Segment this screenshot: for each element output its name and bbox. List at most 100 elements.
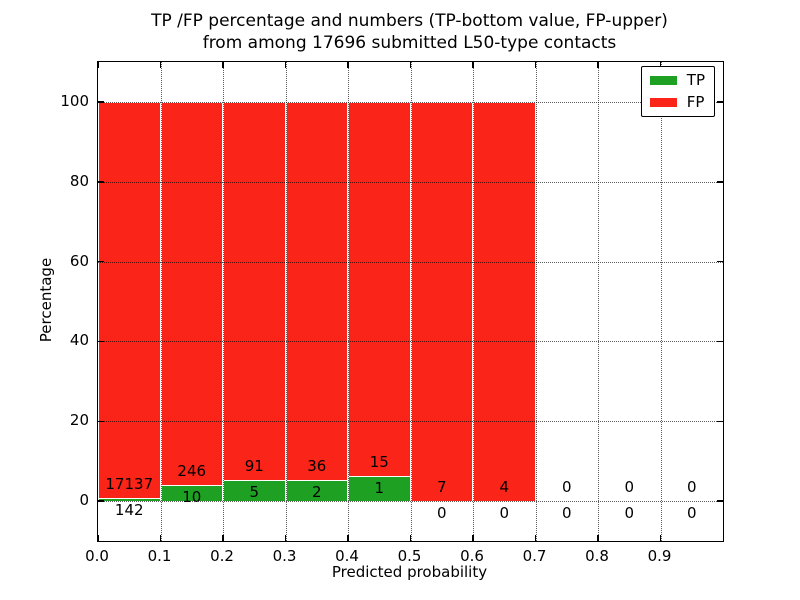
tick-mark xyxy=(222,535,224,541)
legend-label-tp: TP xyxy=(686,71,705,89)
gridline xyxy=(98,501,723,503)
chart-title-line1: TP /FP percentage and numbers (TP-bottom… xyxy=(151,11,668,31)
tick-mark xyxy=(659,535,662,541)
x-tick-label: 0.8 xyxy=(585,547,609,565)
gridline xyxy=(98,421,723,423)
tick-mark xyxy=(98,260,104,263)
gridline xyxy=(160,62,162,541)
gridline xyxy=(598,62,599,541)
tick-mark xyxy=(347,62,349,68)
tick-mark xyxy=(222,62,224,68)
tick-mark xyxy=(717,500,723,502)
plot-area: TP FP 17137 142 246 10 91 5 36 2 15 1 7 0 4 0 0 0 0 0 0 0 xyxy=(97,61,724,542)
bar-segment-tp xyxy=(348,476,411,502)
fp-count-label: 17137 xyxy=(105,474,154,493)
x-tick-label: 0.6 xyxy=(460,547,484,565)
tick-mark xyxy=(98,500,104,502)
tp-count-label: 2 xyxy=(311,483,322,502)
tp-count-label: 10 xyxy=(182,488,202,507)
fp-count-label: 0 xyxy=(561,478,572,497)
tick-mark xyxy=(717,420,723,422)
tick-mark xyxy=(284,62,287,68)
x-tick-label: 0.0 xyxy=(85,547,109,565)
y-tick-label: 40 xyxy=(69,331,89,350)
tp-count-label: 5 xyxy=(249,483,260,502)
gridline xyxy=(98,181,723,183)
legend-item-tp: TP xyxy=(649,71,705,89)
tick-mark xyxy=(717,181,723,183)
y-tick-label: 60 xyxy=(69,251,89,270)
fp-count-label: 0 xyxy=(624,478,635,497)
tick-mark xyxy=(534,535,537,541)
bar-segment-tp xyxy=(98,497,161,502)
x-tick-label: 0.3 xyxy=(272,547,297,565)
x-axis-label: Predicted probability xyxy=(331,563,488,581)
tick-mark xyxy=(597,535,599,541)
tick-mark xyxy=(717,101,723,103)
legend-label-fp: FP xyxy=(686,93,705,111)
tick-mark xyxy=(717,260,723,263)
gridline xyxy=(660,62,662,541)
x-tick-label: 0.2 xyxy=(210,547,234,565)
bar-segment-fp xyxy=(98,101,161,498)
tick-mark xyxy=(347,535,349,541)
tick-mark xyxy=(409,535,412,541)
tp-count-label: 0 xyxy=(436,504,447,523)
bar-segment-fp xyxy=(473,101,536,502)
tp-count-label: 0 xyxy=(561,504,572,523)
tick-mark xyxy=(98,181,104,183)
chart-title: TP /FP percentage and numbers (TP-bottom… xyxy=(97,10,722,54)
fp-count-label: 246 xyxy=(177,462,207,481)
bar-segment-fp xyxy=(348,101,411,477)
tick-mark xyxy=(717,340,723,343)
tick-mark xyxy=(284,535,287,541)
fp-count-label: 0 xyxy=(686,478,697,497)
tick-mark xyxy=(159,62,162,68)
tp-count-label: 0 xyxy=(624,504,635,523)
legend: TP FP xyxy=(640,66,715,117)
bar-segment-fp xyxy=(160,101,223,486)
gridline xyxy=(348,62,349,541)
fp-count-label: 36 xyxy=(307,457,327,476)
tick-mark xyxy=(659,62,662,68)
tick-mark xyxy=(534,62,537,68)
bar-segment-fp xyxy=(285,101,348,481)
tp-count-label: 0 xyxy=(686,504,697,523)
gridline xyxy=(473,62,474,541)
y-tick-label: 20 xyxy=(69,411,89,430)
legend-item-fp: FP xyxy=(649,93,705,111)
x-tick-label: 0.5 xyxy=(397,547,422,565)
tick-mark xyxy=(97,62,99,68)
tick-mark xyxy=(472,62,474,68)
gridline xyxy=(98,341,723,343)
chart-title-line2: from among 17696 submitted L50-type cont… xyxy=(202,33,617,53)
x-tick-label: 0.7 xyxy=(522,547,547,565)
tick-mark xyxy=(98,420,104,422)
tick-mark xyxy=(97,535,99,541)
y-tick-label: 0 xyxy=(79,491,89,510)
tick-mark xyxy=(98,101,104,103)
bar-segment-fp xyxy=(223,101,286,481)
tp-count-label: 142 xyxy=(114,500,144,519)
y-axis-label: Percentage xyxy=(37,257,55,343)
tp-count-label: 0 xyxy=(499,504,510,523)
fp-swatch-icon xyxy=(649,98,677,107)
fp-count-label: 91 xyxy=(244,457,264,476)
tick-mark xyxy=(409,62,412,68)
tick-mark xyxy=(472,535,474,541)
tick-mark xyxy=(98,340,104,343)
y-tick-label: 100 xyxy=(60,91,89,110)
tp-swatch-icon xyxy=(649,76,677,85)
x-tick-label: 0.4 xyxy=(335,547,359,565)
tick-mark xyxy=(159,535,162,541)
fp-count-label: 4 xyxy=(499,478,510,497)
gridline xyxy=(285,62,287,541)
x-tick-label: 0.1 xyxy=(147,547,172,565)
gridline xyxy=(410,62,412,541)
gridline xyxy=(535,62,537,541)
gridline xyxy=(223,62,224,541)
y-tick-label: 80 xyxy=(69,171,89,190)
fp-count-label: 7 xyxy=(436,478,447,497)
tick-mark xyxy=(597,62,599,68)
